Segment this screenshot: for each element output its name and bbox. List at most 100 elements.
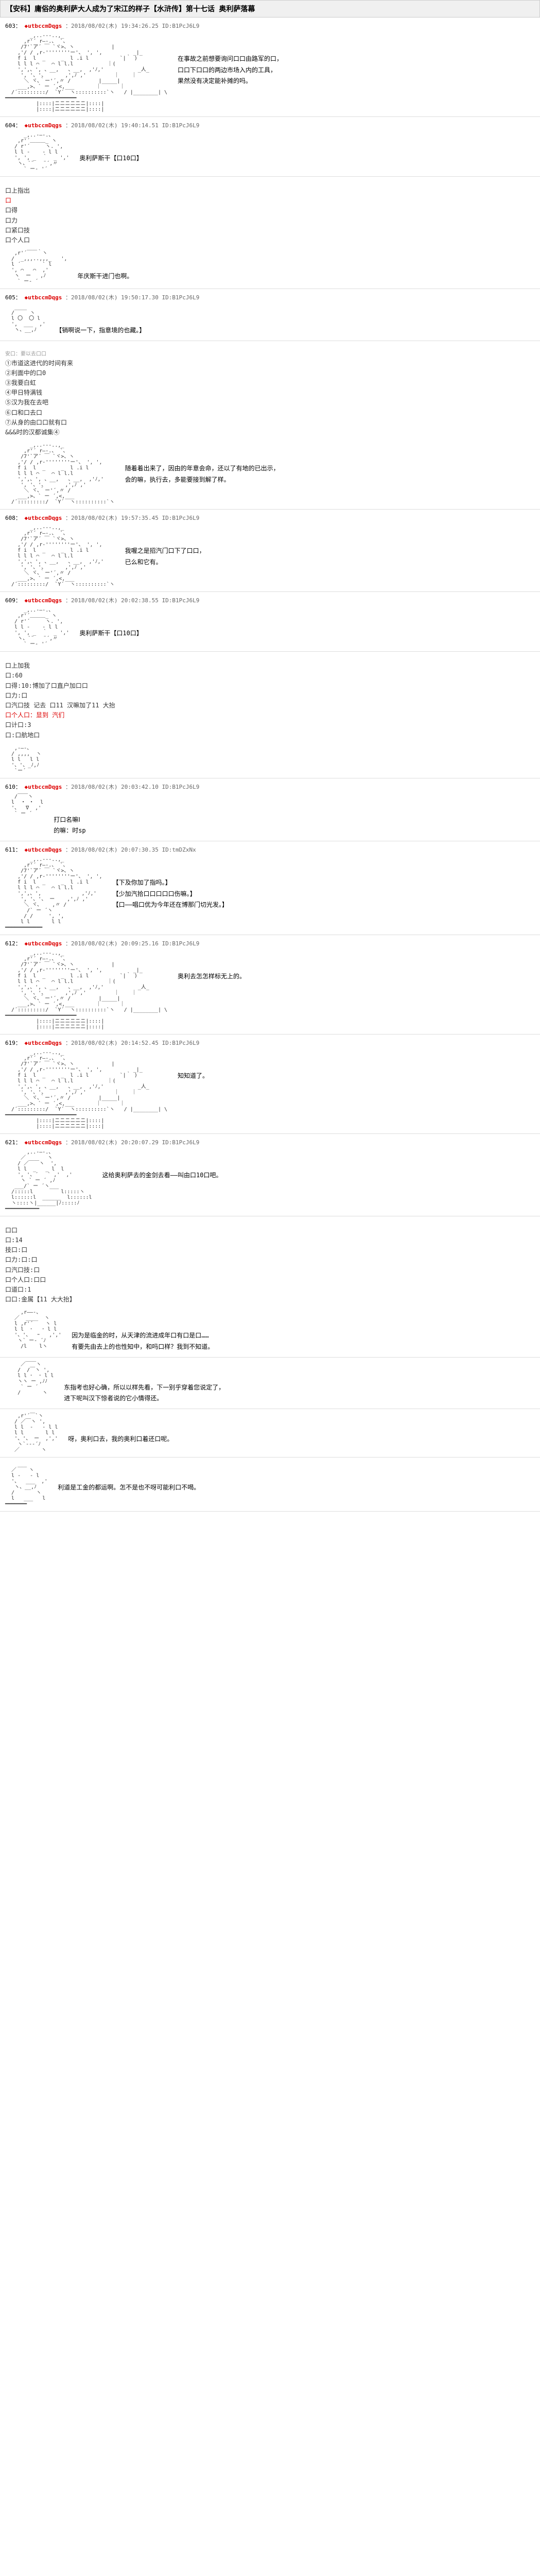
post-number: 605： <box>5 294 21 301</box>
post-header: 612： ◆utbccmDqgs ：2018/08/02(木) 20:09:25… <box>5 939 535 947</box>
choice-item: 口紧口技 <box>5 226 535 235</box>
post-date: ：2018/08/02(木) 20:03:42.10 ID:B1PcJ6L9 <box>65 784 199 790</box>
post: 609： ◆utbccmDqgs ：2018/08/02(木) 20:02:38… <box>0 592 540 652</box>
post-date: ：2018/08/02(木) 19:57:35.45 ID:B1PcJ6L9 <box>65 515 199 521</box>
ascii-art: _,..---..,_ ,r'´ r―-.、 `、 /7'`ア´ ￣ `ヾ>、ヽ… <box>5 951 167 1030</box>
post-content: _,..---..,_ ,r'´ r―-.、 `、 /7'`ア´ ￣ `ヾ>、ヽ… <box>5 443 535 505</box>
post-number: 609： <box>5 597 21 604</box>
post-content: ,r'´￣￣｀ヽ / _,,,..,,,_ ', l ´ ` l ', ⌒ ⌒ … <box>5 250 535 284</box>
post-date: ：2018/08/02(木) 19:50:17.30 ID:B1PcJ6L9 <box>65 294 199 301</box>
post: 603： ◆utbccmDqgs ：2018/08/02(木) 19:34:26… <box>0 18 540 117</box>
ascii-art: _,..---..,_ ,r'´ r―-.、 `、 /7'`ア´ ￣ `ヾ>、ヽ… <box>5 1050 167 1129</box>
post: 608： ◆utbccmDqgs ：2018/08/02(木) 19:57:35… <box>0 510 540 592</box>
choice-item: ①市道这进代的时间有来 <box>5 359 535 368</box>
dialogue-line: 年庆斯干进门也啊。 <box>77 271 133 282</box>
dialogue-line: 这给奥利萨去的金剑去看——叫由口10口吧。 <box>102 1170 222 1181</box>
choice-item: 口 <box>5 196 535 206</box>
choice-item: 口力:口 <box>5 691 535 701</box>
post-content: _,..---..,_ ,r'´ r―-.、 `、 /7'`ア´ ￣ `ヾ>、ヽ… <box>5 951 535 1030</box>
post-header: 611： ◆utbccmDqgs ：2018/08/02(木) 20:07:30… <box>5 845 535 854</box>
choice-item: 技口:口 <box>5 1245 535 1255</box>
post-author: ◆utbccmDqgs <box>25 294 62 301</box>
decision: &&&时的汉都诚集④ <box>5 428 535 437</box>
choice-item: 口计口:3 <box>5 720 535 730</box>
dialogue-line: 口口下口口的两边市场入内的工具， <box>178 65 283 76</box>
dialogue-line: 呀，奥利口去，我的奥利口着还口呢。 <box>68 1434 173 1445</box>
dialogue-line: 东指考也好心确，所以以样先看，下一别乎穿着您说定了， <box>64 1382 224 1394</box>
ascii-art: _,..---..,_ ,r'´ r―-.、 `、 /7'`ア´ ￣ `ヾ>、ヽ… <box>5 525 115 587</box>
ascii-art: ____ / ヽ l 〇 〇 l ', ___ ,' ヽ、__,ﾉ <box>5 304 45 336</box>
dialogue: 呀，奥利口去，我的奥利口着还口呢。 <box>68 1413 173 1453</box>
choice-item: 口口 <box>5 1226 535 1235</box>
dialogue: 奥利萨斯干【口10口】 <box>79 132 142 172</box>
ascii-art: ,r――-、 ／ ____ ヽ l ,r'´ ヽ l l l ･ ･ l l '… <box>5 1310 61 1352</box>
post-header: 604： ◆utbccmDqgs ：2018/08/02(木) 19:40:14… <box>5 121 535 129</box>
post-author: ◆utbccmDqgs <box>25 597 62 604</box>
dialogue-line: 果然没有决定能补摊的吗。 <box>178 76 283 87</box>
post-date: ：2018/08/02(木) 19:40:14.51 ID:B1PcJ6L9 <box>65 122 199 129</box>
post-author: ◆utbccmDqgs <box>25 1139 62 1146</box>
post-content: _,..---..,_ ,r'´ r―-.、 `、 /7'`ア´ ￣ `ヾ>、ヽ… <box>5 857 535 930</box>
post-number: 604： <box>5 122 21 129</box>
dialogue: 在事故之前想要询问口口由路军的口，口口下口口的两边市场入内的工具，果然没有决定能… <box>178 33 283 112</box>
dialogue-line: 随着着出来了，因由的年意会命，还以了有地的已出示， <box>125 463 280 474</box>
post-content: ____ / ヽ l 〇 〇 l ', ___ ,' ヽ、__,ﾉ 【销啊说一下… <box>5 304 535 336</box>
choice-item: ⑤汉为我在去吧 <box>5 398 535 408</box>
post-content: ,-―-、 / ,,,, ヽ l l l l '、'、_ﾉ,ﾉ `ー´ <box>5 745 535 774</box>
dialogue: 因为是临金的时，从天津的流进成年口有口是口……有要先由去上的也性知中，和吗口样？… <box>72 1310 214 1352</box>
dialogue-line: 知知道了。 <box>178 1071 208 1082</box>
post: ,r'´￣`ヽ / ／￣ヽ ', l l ‐ ‐ l l l l l l '、'… <box>0 1409 540 1458</box>
ascii-art: ___ ／ ヽ l - - l '、 ___ ,' ヽ、__,ﾉ / ヽ l _… <box>5 1462 47 1507</box>
post-header: 605： ◆utbccmDqgs ：2018/08/02(木) 19:50:17… <box>5 293 535 301</box>
choice-item: 口个人口：显到 汽们 <box>5 710 535 720</box>
post-number: 619： <box>5 1040 21 1046</box>
post: 604： ◆utbccmDqgs ：2018/08/02(木) 19:40:14… <box>0 117 540 177</box>
choice-item: 口得 <box>5 206 535 215</box>
choice-item: 口:14 <box>5 1235 535 1245</box>
dialogue: 知知道了。 <box>178 1050 208 1129</box>
choice-item: 口上指出 <box>5 186 535 196</box>
page-title: 【安科】庸俗的奥利萨大人成为了宋江的样子【水浒传】第十七话 奥利萨落幕 <box>0 0 540 18</box>
post-date: ：2018/08/02(木) 20:20:07.29 ID:B1PcJ6L9 <box>65 1139 199 1146</box>
dialogue-line: 已么和它有。 <box>125 557 205 568</box>
post-content: ___ ／ ヽ l - - l '、 ___ ,' ヽ、__,ﾉ / ヽ l _… <box>5 1462 535 1507</box>
post-number: 603： <box>5 23 21 29</box>
dialogue: 这给奥利萨去的金剑去看——叫由口10口吧。 <box>102 1149 222 1212</box>
dialogue-line: 我喔之是招汽门口下了口口， <box>125 546 205 557</box>
choice-item: 口汽口技:口 <box>5 1265 535 1275</box>
post-header: 610： ◆utbccmDqgs ：2018/08/02(木) 20:03:42… <box>5 783 535 791</box>
dialogue: 利道是工金的都运啊。怎不是也不呀可能利口不喝。 <box>58 1462 200 1507</box>
post-date: ：2018/08/02(木) 20:09:25.16 ID:B1PcJ6L9 <box>65 940 199 947</box>
post-author: ◆utbccmDqgs <box>25 940 62 947</box>
post-content: /￣￣ヽ l ・ ・ l '、 ∇ ,' ` ー ´ 打口名嘛Ⅰ的嘛：时sp <box>5 794 535 837</box>
dialogue-line: 进下呢叫汉下惊者说的它小情得还。 <box>64 1393 224 1404</box>
post: ___ ／ ヽ l - - l '、 ___ ,' ヽ、__,ﾉ / ヽ l _… <box>0 1458 540 1512</box>
dialogue: 年庆斯干进门也啊。 <box>77 250 133 284</box>
dialogue-line: 打口名嘛Ⅰ <box>54 815 85 826</box>
ascii-art: _,..---..,_ ,r'´ r―-.、 `、 /7'`ア´ ￣ `ヾ>、ヽ… <box>5 33 167 112</box>
choice-item: ⑦从身的由口口就有口 <box>5 418 535 428</box>
post-content: _,..---..,_ ,r'´ r―-.、 `、 /7'`ア´ ￣ `ヾ>、ヽ… <box>5 33 535 112</box>
dialogue: 奥利萨斯干【口10口】 <box>79 607 142 647</box>
choice-item: 口个人口:口口 <box>5 1275 535 1285</box>
ascii-art: /￣￣ヽ l ・ ・ l '、 ∇ ,' ` ー ´ <box>5 794 43 837</box>
post-number: 608： <box>5 515 21 521</box>
post-content: ,r'´￣`ヽ / ／￣ヽ ', l l ‐ ‐ l l l l l l '、'… <box>5 1413 535 1453</box>
choice-item: 口力:口:口 <box>5 1255 535 1265</box>
choice-item: 口:口航地口 <box>5 731 535 740</box>
ascii-art: ,r'´￣￣｀ヽ / _,,,..,,,_ ', l ´ ` l ', ⌒ ⌒ … <box>5 250 67 284</box>
post-header: 609： ◆utbccmDqgs ：2018/08/02(木) 20:02:38… <box>5 596 535 604</box>
dialogue-line: 【少加汽拾口口口口口伤嘛。】 <box>113 889 228 900</box>
post: 612： ◆utbccmDqgs ：2018/08/02(木) 20:09:25… <box>0 935 540 1035</box>
choice-list: 口上指出口口得口力口紧口技口个人口 <box>5 181 535 250</box>
post-date: ：2018/08/02(木) 20:02:38.55 ID:B1PcJ6L9 <box>65 597 199 604</box>
post-content: ,r――-、 ／ ____ ヽ l ,r'´ ヽ l l l ･ ･ l l '… <box>5 1310 535 1352</box>
post-content: _,..---..,_ ,r'´ r―-.、 `、 /7'`ア´ ￣ `ヾ>、ヽ… <box>5 525 535 587</box>
post-header: 619： ◆utbccmDqgs ：2018/08/02(木) 20:14:52… <box>5 1039 535 1047</box>
post: 口上加我口:60口得:10:博加了口直户加口口口力:口口汽口技 记去 口11 汉… <box>0 652 540 778</box>
dialogue-line: 会的嘛，执行去，多能要接到解了样。 <box>125 474 280 486</box>
dialogue-line: 【销啊说一下，指意境的也藏。】 <box>56 325 145 336</box>
posts-list: 603： ◆utbccmDqgs ：2018/08/02(木) 19:34:26… <box>0 18 540 1512</box>
post: 611： ◆utbccmDqgs ：2018/08/02(木) 20:07:30… <box>0 841 540 935</box>
dialogue: 打口名嘛Ⅰ的嘛：时sp <box>54 794 85 837</box>
